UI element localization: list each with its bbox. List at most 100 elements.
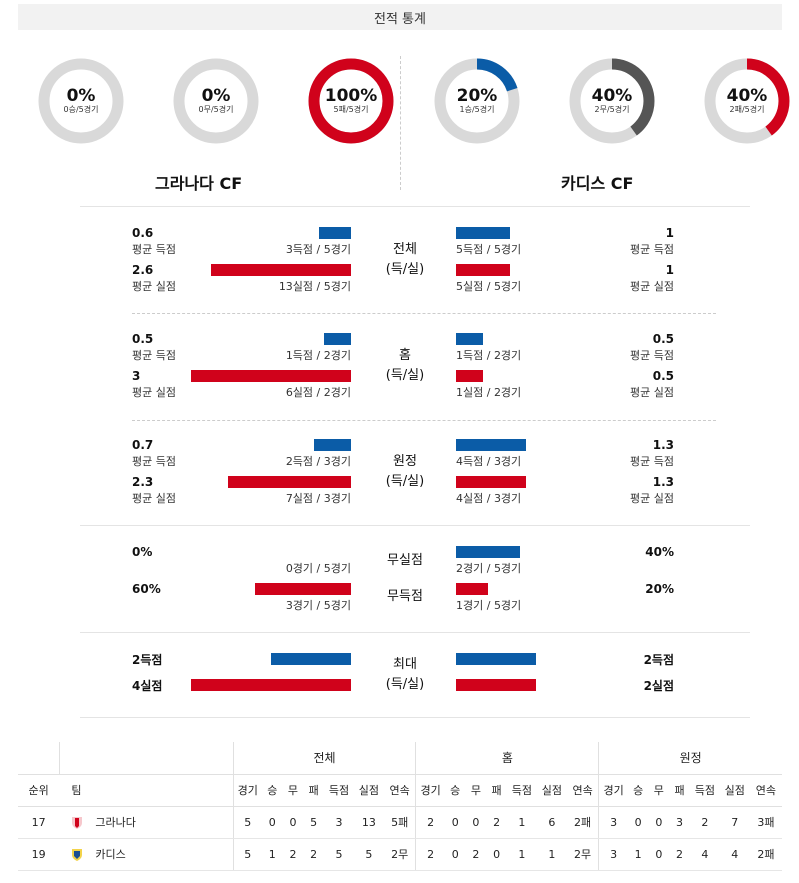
right-scored-count: 1득점 / 2경기 (456, 349, 522, 362)
right-conceded-bar (456, 476, 526, 488)
home-stat-cell: 2 (465, 838, 487, 871)
left-avg-conceded-label: 평균 실점 (132, 492, 176, 505)
left-avg-scored-label: 평균 득점 (132, 455, 176, 468)
right-avg-scored: 1.3 (652, 438, 674, 452)
overall-stat-cell: 2 (303, 838, 324, 871)
column-header: 경기 (232, 773, 262, 807)
team-name: 그라나다 (95, 816, 136, 829)
right-avg-conceded-label: 평균 실점 (630, 386, 674, 399)
away-stat-cell: 3 (598, 838, 628, 871)
right-scored-bar (456, 227, 510, 239)
overall-stat-cell: 13 (353, 806, 384, 839)
clean-sheet-label: 무실점 (387, 553, 423, 568)
donut-chart (569, 58, 655, 144)
team-cell[interactable]: 카디스 (59, 838, 234, 871)
right-max-conceded-bar (456, 679, 536, 691)
column-header: 패 (669, 773, 690, 807)
column-header: 실점 (719, 773, 750, 807)
donut-arc (308, 58, 394, 144)
home-label: 홈 (득/실) (370, 346, 440, 386)
column-header: 무 (465, 773, 487, 807)
home-stat-cell: 0 (486, 838, 507, 871)
team-cell[interactable]: 그라나다 (59, 806, 234, 839)
column-header: 경기 (598, 773, 628, 807)
home-label-2: (득/실) (385, 368, 425, 383)
right-avg-conceded: 1.3 (652, 475, 674, 489)
right-avg-scored: 1 (665, 226, 674, 240)
donut-chart (308, 58, 394, 144)
group-overall: 전체 (232, 742, 416, 774)
empty-cell (58, 742, 234, 774)
home-stat-cell: 0 (444, 806, 466, 839)
home-stat-cell: 2패 (566, 806, 599, 839)
left-avg-scored-label: 평균 득점 (132, 349, 176, 362)
right-failed-to-score-count: 1경기 / 5경기 (456, 599, 522, 612)
overall-stat-cell: 2무 (383, 838, 416, 871)
right-conceded-bar (456, 370, 483, 382)
right-failed-to-score-bar (456, 583, 488, 595)
table-row[interactable]: 17 그라나다 5 0 0 5 3 13 5패 2 0 0 2 1 6 2패 3 0 0 3 2 7 3패 (18, 806, 782, 839)
away-stat-cell: 0 (648, 806, 670, 839)
table-row[interactable]: 19 카디스 5 1 2 2 5 5 2무 2 0 2 0 1 1 2무 3 1 0 2 4 4 2패 (18, 838, 782, 871)
left-max-scored-bar (271, 653, 351, 665)
right-avg-scored-label: 평균 득점 (630, 349, 674, 362)
left-avg-conceded: 3 (132, 369, 141, 383)
right-donut-row: 20% 1승/5경기 40% 2무/5경기 40% 2패/5경기 (432, 56, 792, 146)
overall-stat-cell: 5 (323, 838, 354, 871)
away-label-2: (득/실) (385, 474, 425, 489)
column-header: 득점 (506, 773, 537, 807)
left-scored-count: 3득점 / 5경기 (285, 243, 351, 256)
home-stat-cell: 2 (415, 838, 445, 871)
right-avg-scored-label: 평균 득점 (630, 455, 674, 468)
right-clean-sheet-rate: 40% (645, 545, 674, 559)
away-stat-cell: 0 (627, 806, 649, 839)
away-stat-cell: 2 (669, 838, 690, 871)
team-header: 팀 (59, 773, 234, 807)
column-header: 연속 (383, 773, 416, 807)
section-header: 전적 통계 (18, 4, 782, 30)
empty-cell (18, 742, 59, 774)
donut-sub: 2패/5경기 (729, 105, 765, 114)
left-avg-conceded: 2.3 (132, 475, 154, 489)
away-stat-cell: 4 (689, 838, 720, 871)
donut-percent: 20% (456, 86, 498, 106)
overall-stat-cell: 5 (232, 806, 262, 839)
left-conceded-count: 6실점 / 2경기 (285, 386, 351, 399)
left-scored-count: 1득점 / 2경기 (285, 349, 351, 362)
donut-percent: 0% (66, 86, 96, 106)
overall-stat-cell: 0 (261, 806, 283, 839)
left-scored-bar (319, 227, 351, 239)
donut-arc (704, 58, 790, 144)
left-avg-conceded-label: 평균 실점 (132, 386, 176, 399)
donut-sub: 2무/5경기 (594, 105, 630, 114)
home-stat-cell: 2무 (566, 838, 599, 871)
group-away: 원정 (598, 742, 782, 774)
left-max-conceded: 4실점 (132, 679, 163, 693)
column-header: 패 (303, 773, 324, 807)
donut-arc (434, 58, 520, 144)
left-team-name: 그라나다 CF (155, 174, 243, 193)
left-avg-scored: 0.6 (132, 226, 154, 240)
right-max-scored-bar (456, 653, 536, 665)
overall-label-1: 전체 (393, 242, 417, 257)
donut-arc (569, 58, 655, 144)
right-avg-conceded: 1 (665, 263, 674, 277)
divider (80, 632, 750, 633)
overall-label: 전체 (득/실) (370, 240, 440, 280)
right-avg-scored: 0.5 (652, 332, 674, 346)
right-failed-to-score-rate: 20% (645, 582, 674, 596)
donut-sub: 0승/5경기 (63, 105, 99, 114)
donut-chart (434, 58, 520, 144)
donut-percent: 0% (201, 86, 231, 106)
left-conceded-count: 7실점 / 3경기 (285, 492, 351, 505)
rank-header: 순위 (18, 773, 60, 807)
away-stat-cell: 3 (669, 806, 690, 839)
overall-stat-cell: 5 (353, 838, 384, 871)
right-win-donut: 20% 1승/5경기 (432, 56, 522, 146)
right-scored-count: 5득점 / 5경기 (456, 243, 522, 256)
section-title: 전적 통계 (374, 11, 426, 27)
max-label-1: 최대 (393, 657, 417, 672)
column-header: 승 (261, 773, 283, 807)
away-stat-cell: 0 (648, 838, 670, 871)
overall-stat-cell: 3 (323, 806, 354, 839)
